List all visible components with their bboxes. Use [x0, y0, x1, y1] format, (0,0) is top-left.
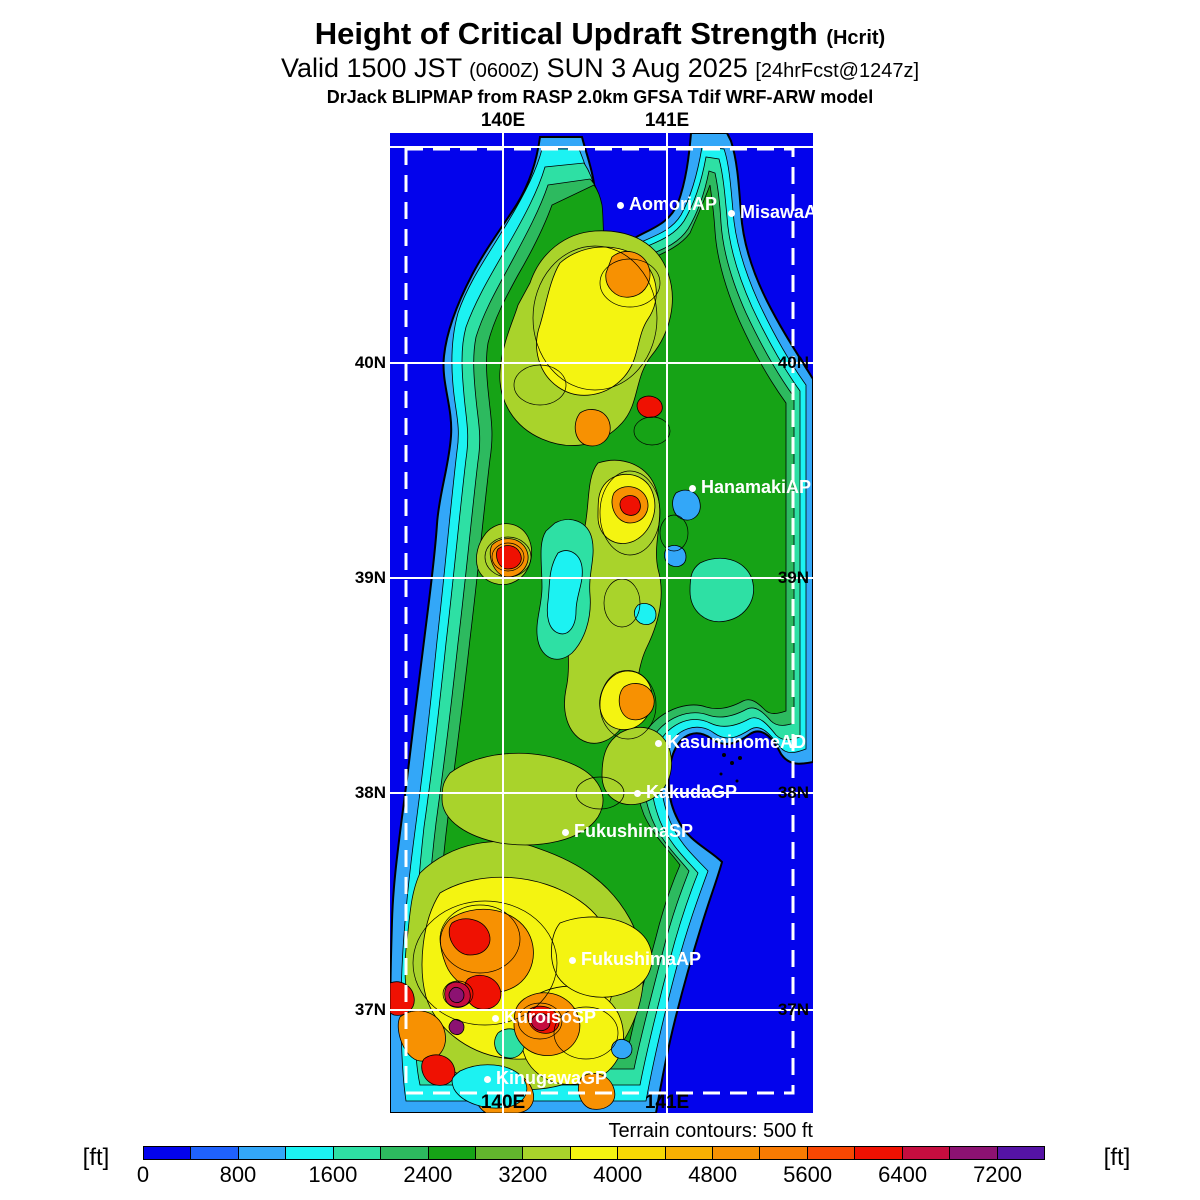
grid-line-lon-141E	[666, 133, 668, 1113]
lat-label-left-40N: 40N	[354, 353, 386, 372]
lat-label-right-40N: 40N	[777, 353, 809, 372]
station-label-MisawaAD: MisawaAD	[740, 202, 813, 222]
station-dot-KinugawaGP	[484, 1076, 491, 1083]
colorbar-segment	[807, 1147, 856, 1159]
valid-time: Valid 1500 JST	[280, 52, 462, 83]
forecast-map: 140E 141E 40N 39N 38N 37N AomoriAP MisawaAD Han…	[355, 110, 813, 1113]
colorbar-segment	[618, 1147, 666, 1159]
islets	[719, 753, 742, 783]
lat-label-right-37N: 37N	[777, 1000, 809, 1019]
valid-line: Valid 1500 JST (0600Z) SUN 3 Aug 2025 [2…	[0, 53, 1200, 84]
colorbar-tick-7200: 7200	[973, 1162, 1023, 1187]
lon-label-top-141E: 141E	[644, 110, 690, 131]
valid-zulu: (0600Z)	[469, 59, 540, 82]
station-dot-KuroisoSP	[492, 1015, 499, 1022]
station-dot-FukushimaAP	[569, 957, 576, 964]
valid-date: SUN 3 Aug 2025	[546, 52, 748, 83]
grid-line-lat-37N	[390, 1009, 813, 1011]
colorbar-segment	[144, 1147, 192, 1159]
lon-label-bottom-141E: 141E	[644, 1092, 690, 1113]
colorbar-tick-1600: 1600	[308, 1162, 358, 1187]
station-label-KinugawaGP: KinugawaGP	[496, 1068, 608, 1088]
grid-line-lat-top	[390, 146, 813, 148]
colorbar	[143, 1146, 1045, 1160]
grid-line-lat-40N	[390, 362, 813, 364]
station-label-HanamakiAP: HanamakiAP	[701, 477, 812, 497]
colorbar-segment	[238, 1147, 287, 1159]
colorbar-tick-4800: 4800	[688, 1162, 738, 1187]
lat-label-left-37N: 37N	[354, 1000, 386, 1019]
unit-label-right: [ft]	[1103, 1144, 1131, 1171]
forecast-tag: [24hrFcst@1247z]	[755, 59, 920, 82]
title-suffix: (Hcrit)	[826, 27, 886, 49]
colorbar-segment	[523, 1147, 571, 1159]
lat-label-left-39N: 39N	[354, 568, 386, 587]
station-dot-FukushimaSP	[562, 829, 569, 836]
colorbar-segment	[381, 1147, 429, 1159]
colorbar-tick-4000: 4000	[593, 1162, 643, 1187]
header: Height of Critical Updraft Strength (Hcr…	[0, 16, 1200, 107]
grid-line-lon-140E	[502, 133, 504, 1113]
colorbar-segment	[665, 1147, 714, 1159]
station-label-KakudaGP: KakudaGP	[646, 782, 738, 802]
colorbar-segment	[997, 1147, 1045, 1159]
model-domain-boundary	[404, 147, 795, 1095]
title-text: Height of Critical Updraft Strength	[314, 16, 818, 51]
colorbar-segment	[902, 1147, 951, 1159]
station-dot-HanamakiAP	[689, 485, 696, 492]
station-label-FukushimaSP: FukushimaSP	[574, 821, 694, 841]
map-canvas: 140E 141E 40N 39N 38N 37N AomoriAP MisawaAD Han…	[390, 133, 813, 1113]
colorbar-segment	[286, 1147, 334, 1159]
lat-label-right-39N: 39N	[777, 568, 809, 587]
grid-line-lat-39N	[390, 577, 813, 579]
colorbar-segment	[713, 1147, 761, 1159]
colorbar-segment	[475, 1147, 524, 1159]
colorbar-tick-2400: 2400	[403, 1162, 453, 1187]
colorbar-segment	[428, 1147, 476, 1159]
colorbar-tick-0: 0	[136, 1162, 150, 1187]
station-dot-AomoriAP	[617, 202, 624, 209]
colorbar-tick-3200: 3200	[498, 1162, 548, 1187]
colorbar-tick-800: 800	[219, 1162, 257, 1187]
station-label-FukushimaAP: FukushimaAP	[581, 949, 702, 969]
colorbar-segment	[760, 1147, 808, 1159]
colorbar-tick-5600: 5600	[783, 1162, 833, 1187]
lon-label-top-140E: 140E	[480, 110, 526, 131]
colorbar-segment	[570, 1147, 619, 1159]
colorbar-segment	[191, 1147, 239, 1159]
station-dot-MisawaAD	[728, 210, 735, 217]
lon-label-bottom-140E: 140E	[480, 1092, 526, 1113]
colorbar-segment	[333, 1147, 382, 1159]
model-line: DrJack BLIPMAP from RASP 2.0km GFSA Tdif…	[326, 86, 874, 107]
page-title: Height of Critical Updraft Strength (Hcr…	[0, 16, 1200, 52]
station-dot-KasuminomeAD	[655, 740, 662, 747]
terrain-contours-note: Terrain contours: 500 ft	[608, 1120, 813, 1142]
station-label-AomoriAP: AomoriAP	[629, 194, 718, 214]
station-dot-KakudaGP	[634, 790, 641, 797]
grid-line-lat-38N	[390, 792, 813, 794]
lat-label-left-38N: 38N	[354, 783, 386, 802]
colorbar-segment	[950, 1147, 998, 1159]
lat-label-right-38N: 38N	[777, 783, 809, 802]
station-label-KuroisoSP: KuroisoSP	[504, 1007, 597, 1027]
station-label-KasuminomeAD: KasuminomeAD	[667, 732, 807, 752]
colorbar-segment	[855, 1147, 903, 1159]
unit-label-left: [ft]	[82, 1144, 110, 1171]
colorbar-tick-6400: 6400	[878, 1162, 928, 1187]
